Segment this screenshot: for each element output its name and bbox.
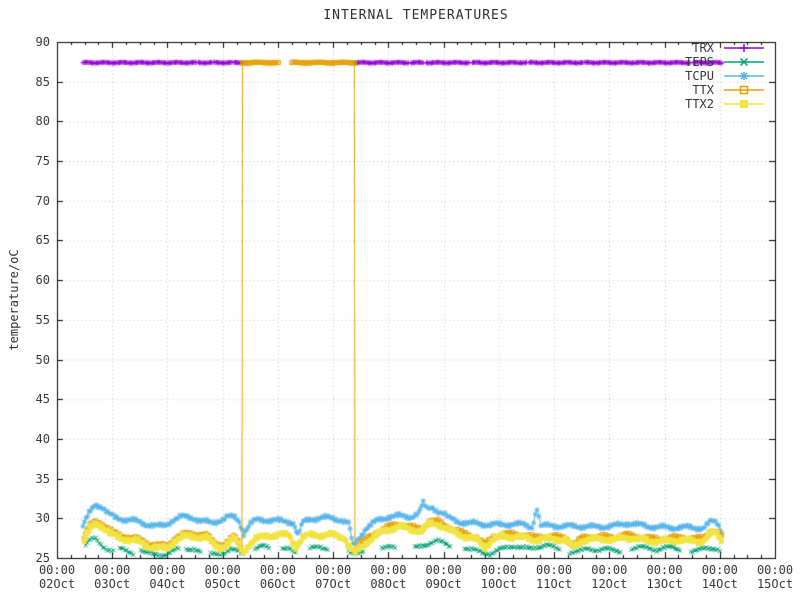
y-tick-label: 30 xyxy=(35,511,50,526)
legend-sample-square-fill-icon xyxy=(724,100,764,108)
legend-label: TTX xyxy=(692,83,714,97)
legend-label: TCPU xyxy=(685,69,714,83)
x-tick-label: 00:00 04Oct xyxy=(149,563,186,591)
x-tick-label: 00:00 12Oct xyxy=(591,563,628,591)
legend: TRX TEPS TCPU TTX TTX2 xyxy=(685,41,764,111)
x-tick-label: 00:00 02Oct xyxy=(38,563,76,591)
x-tick-label: 00:00 08Oct xyxy=(370,563,407,591)
legend-item-ttx2: TTX2 xyxy=(685,97,764,111)
x-tick-label: 00:00 03Oct xyxy=(94,563,131,591)
y-tick-label: 55 xyxy=(35,312,50,327)
y-tick-label: 90 xyxy=(35,35,50,49)
x-tick-label: 00:00 05Oct xyxy=(204,563,241,591)
x-tick-label: 00:00 14Oct xyxy=(701,563,738,591)
x-tick-label: 00:00 09Oct xyxy=(425,563,462,591)
x-tick-label: 00:00 13Oct xyxy=(646,563,683,591)
legend-item-tcpu: TCPU xyxy=(685,69,764,83)
y-tick-label: 80 xyxy=(35,114,50,129)
x-tick-label: 00:00 07Oct xyxy=(315,563,352,591)
legend-item-ttx: TTX xyxy=(685,83,764,97)
legend-label: TRX xyxy=(692,41,714,55)
y-tick-label: 25 xyxy=(35,551,50,565)
y-tick-label: 85 xyxy=(35,74,50,89)
y-tick-label: 65 xyxy=(35,233,50,248)
y-axis-label: temperature/oC xyxy=(7,249,21,351)
y-tick-label: 40 xyxy=(35,431,50,446)
legend-label: TEPS xyxy=(685,55,714,69)
x-tick-label: 00:00 06Oct xyxy=(259,563,296,591)
y-tick-label: 50 xyxy=(35,352,50,367)
chart-title: INTERNAL TEMPERATURES xyxy=(323,8,509,23)
x-tick-label: 00:00 10Oct xyxy=(480,563,517,591)
legend-sample-plus-icon xyxy=(724,44,764,52)
x-tick-label: 00:00 11Oct xyxy=(536,563,573,591)
legend-item-teps: TEPS xyxy=(685,55,764,69)
y-tick-label: 35 xyxy=(35,471,50,486)
legend-sample-star-icon xyxy=(724,72,764,80)
y-tick-label: 70 xyxy=(35,193,50,208)
y-tick-label: 45 xyxy=(35,392,50,407)
y-tick-label: 60 xyxy=(35,273,50,288)
legend-item-trx: TRX xyxy=(685,41,764,55)
legend-sample-square-open-icon xyxy=(724,85,764,95)
y-tick-label: 75 xyxy=(35,154,50,169)
legend-label: TTX2 xyxy=(685,97,714,111)
legend-sample-cross-icon xyxy=(724,57,764,67)
x-tick-label: 00:00 15Oct xyxy=(756,563,794,591)
